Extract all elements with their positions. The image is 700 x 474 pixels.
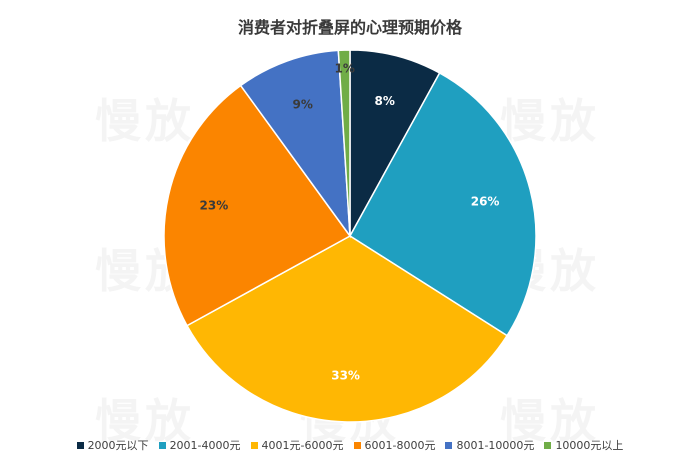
pie-slice: [239, 49, 351, 239]
legend-label: 10000元以上: [555, 439, 624, 452]
legend-label: 2000元以下: [87, 439, 149, 452]
pie-slice: [337, 49, 351, 237]
legend-label: 4001元-6000元: [261, 439, 344, 452]
legend-label: 2001-4000元: [169, 439, 241, 452]
data-label: 9%: [293, 98, 313, 112]
pie-slice: [349, 71, 537, 337]
data-label: 33%: [331, 368, 360, 382]
legend-swatch: [445, 441, 453, 449]
data-label: 8%: [375, 94, 395, 108]
pie-slice: [163, 84, 352, 327]
data-label: 1%: [335, 62, 355, 76]
legend-item: 10000元以上: [544, 437, 623, 453]
pie-slice: [349, 49, 441, 237]
legend-label: 8001-10000元: [456, 439, 535, 452]
chart-title: 消费者对折叠屏的心理预期价格: [237, 18, 462, 37]
chart-legend: 2000元以下 2001-4000元 4001元-6000元 6001-8000元 80…: [0, 437, 700, 453]
data-label: 26%: [471, 194, 500, 208]
legend-label: 6001-8000元: [364, 439, 436, 452]
legend-swatch: [353, 441, 361, 449]
legend-swatch: [76, 441, 84, 449]
legend-item: 2001-4000元: [158, 437, 241, 453]
legend-swatch: [158, 441, 166, 449]
legend-item: 4001元-6000元: [250, 437, 344, 453]
legend-swatch: [250, 441, 258, 449]
legend-item: 2000元以下: [76, 437, 149, 453]
legend-item: 6001-8000元: [353, 437, 436, 453]
data-label: 23%: [200, 199, 229, 213]
legend-swatch: [544, 441, 552, 449]
legend-item: 8001-10000元: [445, 437, 534, 453]
